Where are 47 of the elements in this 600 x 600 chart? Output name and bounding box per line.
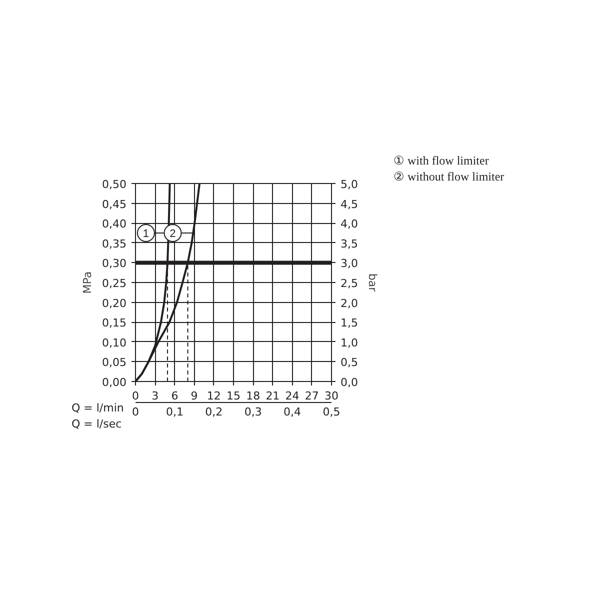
y2-tick-label: 0,5 [340, 356, 358, 370]
y-tick-label: 0,15 [102, 316, 127, 330]
x2-tick-label: 0 [132, 406, 139, 418]
x-tick-label: 6 [171, 390, 178, 402]
text: ① with flow limiter [394, 154, 489, 168]
y2-tick-label: 4,5 [340, 198, 358, 211]
x-tick-label: 9 [190, 390, 198, 402]
y-tick-label: 0,40 [102, 218, 127, 231]
y-axis-title: MPa [81, 271, 94, 294]
y-tick-label: 0,50 [102, 178, 127, 191]
y-tick-label: 0,10 [102, 336, 127, 350]
x2-tick-label: 0,4 [284, 406, 302, 418]
y-tick-label: 0,35 [102, 237, 127, 250]
y-tick-label: 0,30 [102, 257, 127, 270]
x2-tick-label: 0,2 [205, 406, 223, 418]
x2-tick-label: 0,1 [166, 406, 184, 418]
x-tick-label: 0 [132, 390, 139, 402]
x-axis-title: Q = l/min [72, 402, 124, 414]
x-tick-label: 15 [226, 390, 240, 402]
annotation: 1 [142, 228, 150, 240]
y-tick-label: 0,45 [102, 198, 127, 211]
y2-tick-label: 4,0 [340, 218, 358, 231]
y2-axis-title: bar [366, 273, 379, 292]
y2-tick-label: 3,0 [340, 257, 358, 270]
y-tick-label: 0,25 [102, 277, 127, 290]
annotation: 2 [170, 228, 176, 240]
x-tick-label: 18 [246, 390, 260, 402]
x2-tick-label: 0,5 [322, 406, 340, 418]
x-tick-label: 24 [285, 390, 300, 402]
x-tick-label: 27 [304, 390, 319, 402]
y2-tick-label: 3,5 [340, 237, 358, 250]
y-tick-label: 0,05 [102, 356, 127, 370]
y-tick-label: 0,00 [102, 376, 127, 389]
y2-tick-label: 1,0 [340, 336, 358, 350]
x-tick-label: 21 [266, 390, 280, 402]
x-tick-label: 3 [152, 390, 159, 402]
y2-tick-label: 2,0 [340, 296, 358, 310]
x-tick-label: 30 [324, 390, 338, 402]
x2-tick-label: 0,3 [244, 406, 262, 418]
text: ② without flow limiter [394, 170, 504, 184]
y2-tick-label: 0,0 [340, 376, 358, 389]
y2-tick-label: 2,5 [340, 277, 358, 290]
y2-tick-label: 1,5 [340, 316, 358, 330]
x-tick-label: 12 [206, 390, 221, 402]
y2-tick-label: 5,0 [340, 178, 358, 191]
y-tick-label: 0,20 [102, 296, 127, 310]
x2-axis-title: Q = l/sec [72, 418, 122, 430]
